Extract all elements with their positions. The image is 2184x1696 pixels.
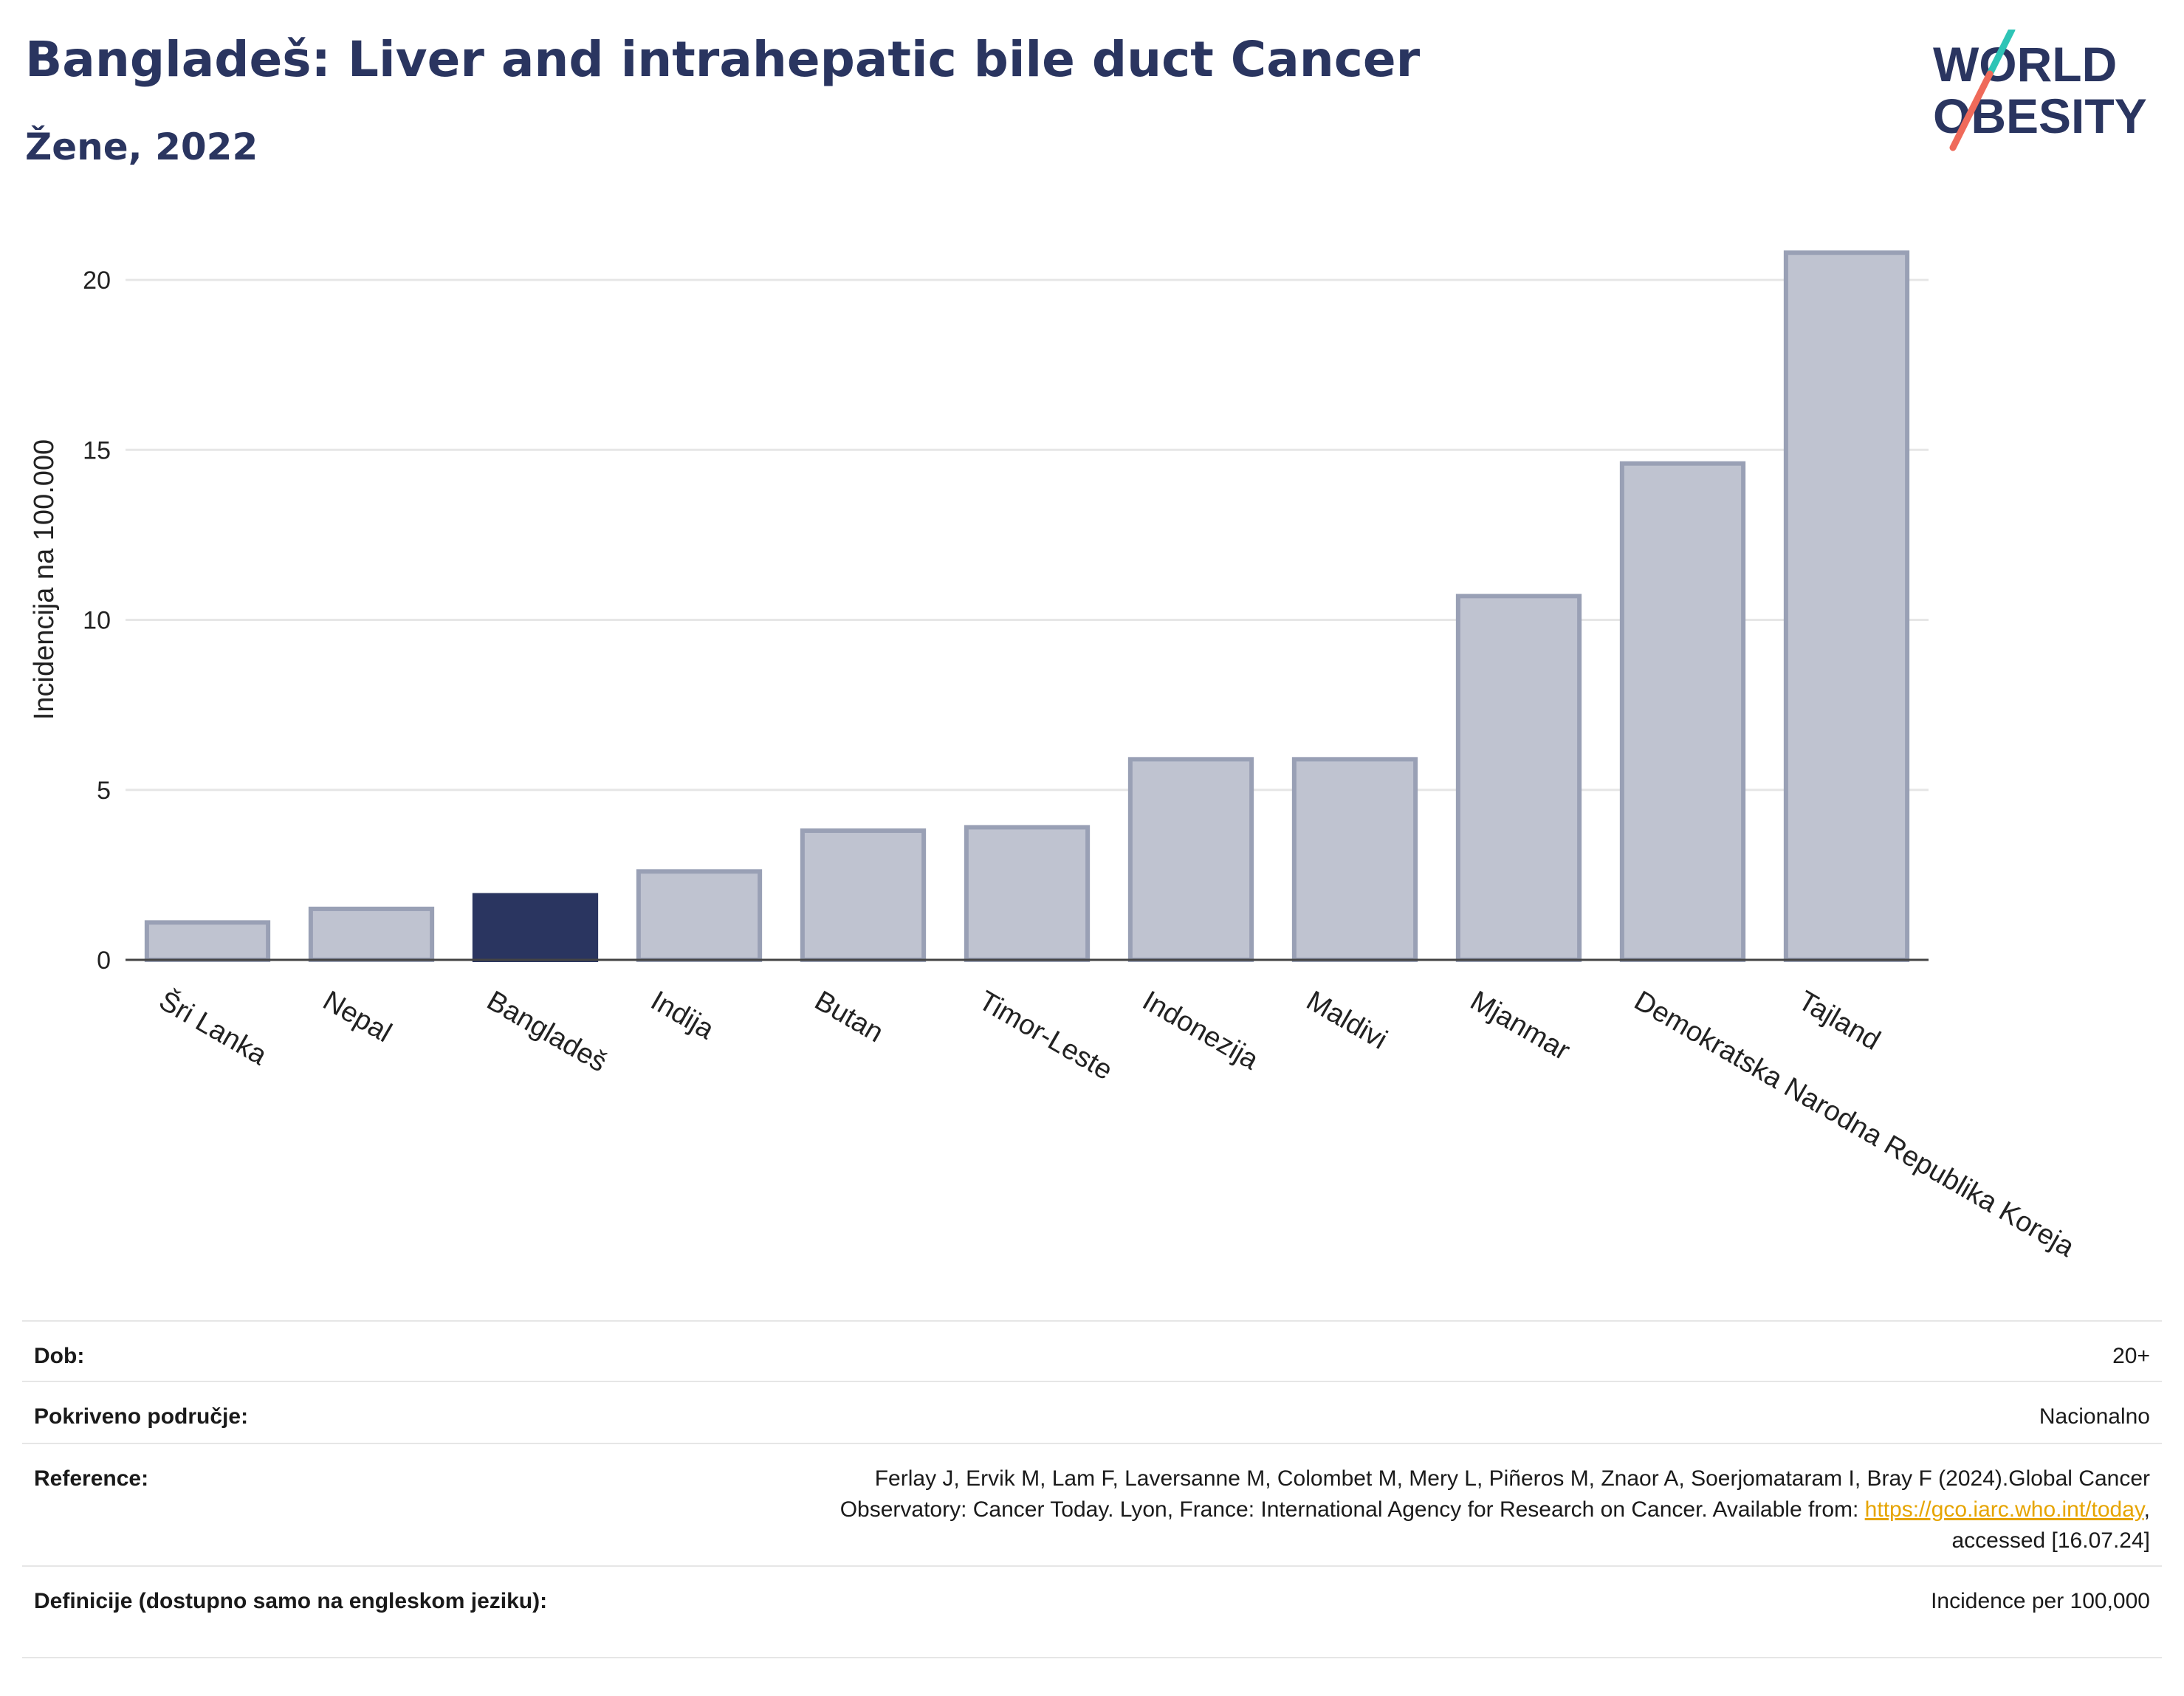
bar — [1455, 594, 1582, 962]
logo-slash-bottom — [1949, 70, 1994, 151]
x-tick-label: Indonezija — [1137, 985, 1264, 1076]
x-tick-label: Indija — [645, 985, 719, 1046]
info-label: Definicije (dostupno samo na engleskom j… — [34, 1589, 548, 1613]
info-label: Dob: — [34, 1344, 85, 1368]
logo-text-world: WORLD — [1933, 37, 2117, 92]
bar — [800, 828, 927, 963]
bar — [308, 906, 435, 962]
x-tick-label: Maldivi — [1301, 985, 1392, 1055]
x-tick-labels: Šri Lanka Nepal Bangladeš Indija Butan Timor-… — [154, 984, 2080, 1264]
info-row-reference: Reference: Ferlay J, Ervik M, Lam F, Lav… — [22, 1443, 2162, 1565]
bar — [1619, 461, 1746, 962]
reference-link[interactable]: https://gco.iarc.who.int/today — [1864, 1497, 2144, 1522]
bar — [636, 869, 763, 962]
reference-line-2-text: Observatory: Cancer Today. Lyon, France:… — [839, 1497, 1859, 1522]
chart-title: Bangladeš: Liver and intrahepatic bile d… — [25, 31, 1421, 88]
y-axis-label: Incidencija na 100.000 — [29, 439, 60, 720]
x-tick-label: Mjanmar — [1465, 985, 1575, 1066]
bar — [144, 920, 271, 963]
y-tick-labels: 0 5 10 15 20 — [83, 267, 111, 975]
info-value-reference: Ferlay J, Ervik M, Lam F, Laversanne M, … — [840, 1444, 2162, 1565]
y-tick-label: 20 — [83, 267, 111, 295]
bar — [1291, 757, 1418, 962]
chart-subtitle: Žene, 2022 — [25, 126, 258, 168]
info-value: Incidence per 100,000 — [1931, 1589, 2150, 1613]
info-value: 20+ — [2112, 1344, 2150, 1368]
info-label: Pokriveno područje: — [34, 1404, 249, 1429]
x-tick-label: Timor-Leste — [973, 985, 1117, 1086]
info-row-coverage: Pokriveno područje: Nacionalno — [22, 1381, 2162, 1443]
bar — [472, 893, 599, 962]
bar-chart: 0 5 10 15 20 Šri Lanka Nepal Bangladeš Indija Bu… — [29, 250, 2080, 1264]
reference-line-1: Ferlay J, Ervik M, Lam F, Laversanne M, … — [874, 1466, 2150, 1491]
info-row-definitions: Definicije (dostupno samo na engleskom j… — [22, 1565, 2162, 1658]
info-value: Nacionalno — [2039, 1404, 2150, 1429]
bar — [964, 825, 1091, 962]
bar — [1127, 757, 1254, 962]
y-tick-label: 10 — [83, 607, 111, 635]
world-obesity-logo: WORLD OBESITY — [1933, 30, 2147, 151]
y-tick-label: 0 — [97, 947, 111, 975]
x-tick-label: Nepal — [317, 985, 396, 1048]
reference-line-3: accessed [16.07.24] — [1951, 1528, 2150, 1553]
info-table: Dob: 20+ Pokriveno područje: Nacionalno … — [22, 1320, 2162, 1658]
x-tick-label: Bangladeš — [481, 985, 612, 1078]
bar — [1783, 250, 1910, 962]
bars-layer — [144, 250, 1910, 963]
x-tick-label: Butan — [809, 985, 888, 1048]
info-label: Reference: — [34, 1466, 149, 1491]
y-tick-label: 5 — [97, 777, 111, 805]
info-row-age: Dob: 20+ — [22, 1320, 2162, 1381]
x-tick-label: Šri Lanka — [154, 984, 273, 1072]
logo-slash-top — [1986, 30, 2016, 78]
x-tick-label: Tajland — [1793, 985, 1885, 1057]
reference-line-2: Observatory: Cancer Today. Lyon, France:… — [839, 1497, 2150, 1522]
y-tick-label: 15 — [83, 436, 111, 464]
